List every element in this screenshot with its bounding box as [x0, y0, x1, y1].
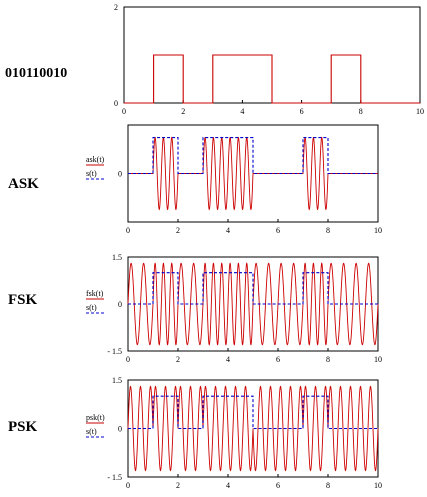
- row-label-fsk: FSK: [8, 292, 38, 308]
- x-tick-label: 6: [276, 355, 280, 364]
- x-tick-label: 0: [122, 107, 126, 116]
- x-tick-label: 6: [276, 226, 280, 235]
- legend-label: fsk(t): [86, 289, 104, 298]
- x-tick-label: 10: [374, 355, 382, 364]
- legend-label: psk(t): [86, 413, 105, 422]
- x-tick-label: 4: [226, 226, 230, 235]
- bit-sequence-line: [128, 137, 378, 175]
- x-tick-label: 4: [226, 481, 230, 490]
- psk-signal-line: [127, 385, 379, 472]
- legend-label: s(t): [86, 427, 97, 436]
- bit-sequence-line: [128, 272, 378, 305]
- y-tick-label: - 1.5: [107, 473, 122, 482]
- ask-signal-line: [128, 136, 378, 211]
- chart-panel-3: 0 2 4 6 8 10 1.5 0 - 1.5 psk(t) s(t): [86, 376, 382, 490]
- chart-panel-2: 0 2 4 6 8 10 1.5 0 - 1.5 fsk(t) s(t): [86, 253, 382, 364]
- x-tick-label: 8: [326, 481, 330, 490]
- legend-label: s(t): [86, 303, 97, 312]
- x-tick-label: 10: [416, 107, 424, 116]
- bit-sequence-line: [128, 395, 378, 430]
- y-tick-label: 0: [118, 170, 122, 179]
- x-tick-label: 6: [276, 481, 280, 490]
- chart-panel-0: 0 2 4 6 8 10 0 2: [114, 3, 424, 116]
- x-tick-label: 2: [176, 226, 180, 235]
- chart-panel-1: 0 2 4 6 8 10 0 ask(t) s(t): [86, 124, 382, 235]
- y-tick-label: - 1.5: [107, 347, 122, 356]
- y-tick-label: 0: [118, 300, 122, 309]
- x-tick-label: 0: [126, 226, 130, 235]
- x-tick-label: 10: [374, 481, 382, 490]
- x-tick-label: 10: [374, 226, 382, 235]
- bitstring-label: 010110010: [5, 66, 68, 81]
- x-tick-label: 2: [176, 355, 180, 364]
- x-tick-label: 0: [126, 355, 130, 364]
- y-tick-label: 1.5: [112, 376, 122, 385]
- x-tick-label: 4: [240, 107, 244, 116]
- row-label-ask: ASK: [8, 176, 39, 192]
- y-tick-label: 2: [114, 3, 118, 12]
- row-label-psk: PSK: [8, 419, 38, 435]
- x-tick-label: 2: [181, 107, 185, 116]
- x-tick-label: 0: [126, 481, 130, 490]
- x-tick-label: 2: [176, 481, 180, 490]
- x-tick-label: 8: [359, 107, 363, 116]
- x-tick-label: 8: [326, 226, 330, 235]
- x-tick-label: 8: [326, 355, 330, 364]
- legend-label: s(t): [86, 169, 97, 178]
- y-tick-label: 1.5: [112, 253, 122, 262]
- x-tick-label: 6: [300, 107, 304, 116]
- legend-label: ask(t): [86, 155, 105, 164]
- y-tick-label: 0: [118, 425, 122, 434]
- x-tick-label: 4: [226, 355, 230, 364]
- y-tick-label: 0: [114, 99, 118, 108]
- bit-sequence-line: [124, 54, 420, 104]
